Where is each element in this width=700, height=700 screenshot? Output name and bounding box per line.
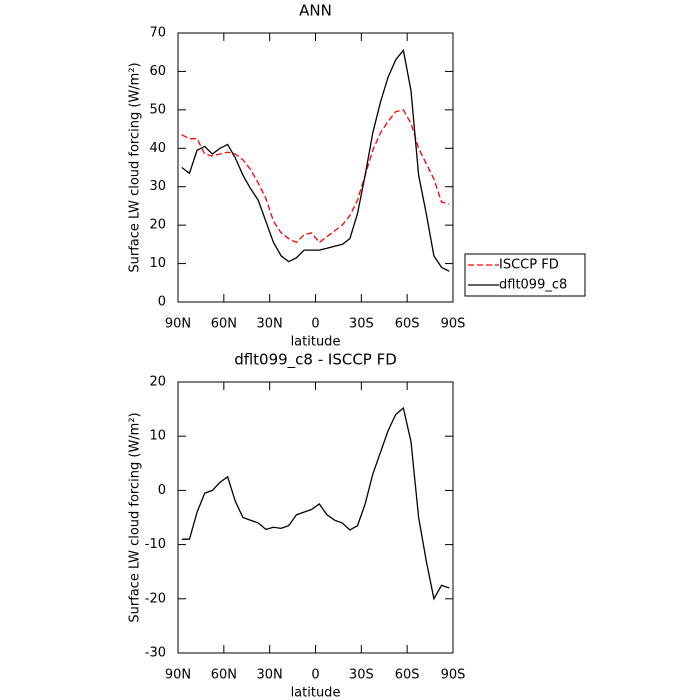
- x-tick-label: 0: [311, 668, 319, 683]
- y-tick-label: -20: [145, 591, 166, 606]
- chart-title: ANN: [299, 2, 332, 20]
- data-line: [181, 109, 450, 244]
- x-tick-label: 90N: [165, 668, 191, 683]
- x-axis-label: latitude: [291, 686, 341, 700]
- y-tick-label: 30: [149, 179, 166, 194]
- x-tick-label: 30S: [349, 317, 374, 332]
- y-tick-label: 40: [149, 141, 166, 156]
- y-tick-label: 20: [149, 375, 166, 390]
- y-tick-label: 0: [158, 295, 166, 310]
- y-tick-label: 0: [158, 483, 166, 498]
- data-line: [181, 48, 450, 272]
- y-tick-label: 10: [149, 256, 166, 271]
- y-tick-label: -30: [145, 646, 166, 661]
- y-tick-label: 10: [149, 429, 166, 444]
- y-tick-label: 70: [149, 26, 166, 41]
- x-tick-label: 90S: [441, 668, 466, 683]
- x-axis-label: latitude: [291, 335, 341, 350]
- data-line: [181, 406, 450, 601]
- legend-label: dflt099_c8: [499, 278, 567, 293]
- x-tick-label: 60S: [395, 668, 420, 683]
- x-tick-label: 30N: [257, 668, 283, 683]
- y-tick-label: 20: [149, 218, 166, 233]
- plot-frame: [177, 32, 454, 303]
- plot-frame: [177, 381, 454, 654]
- x-tick-label: 30N: [257, 317, 283, 332]
- x-tick-label: 90N: [165, 317, 191, 332]
- x-tick-label: 60N: [211, 668, 237, 683]
- y-axis-label: Surface LW cloud forcing (W/m²): [128, 412, 143, 622]
- y-axis-label: Surface LW cloud forcing (W/m²): [128, 62, 143, 272]
- legend-box: [464, 253, 586, 297]
- y-tick-label: 60: [149, 64, 166, 79]
- x-tick-label: 60S: [395, 317, 420, 332]
- x-tick-label: 30S: [349, 668, 374, 683]
- y-tick-label: -10: [145, 537, 166, 552]
- x-tick-label: 60N: [211, 317, 237, 332]
- chart-title: dflt099_c8 - ISCCP FD: [234, 351, 397, 370]
- x-tick-label: 0: [311, 317, 319, 332]
- x-tick-label: 90S: [441, 317, 466, 332]
- legend-label: ISCCP FD: [499, 258, 559, 273]
- y-tick-label: 50: [149, 102, 166, 117]
